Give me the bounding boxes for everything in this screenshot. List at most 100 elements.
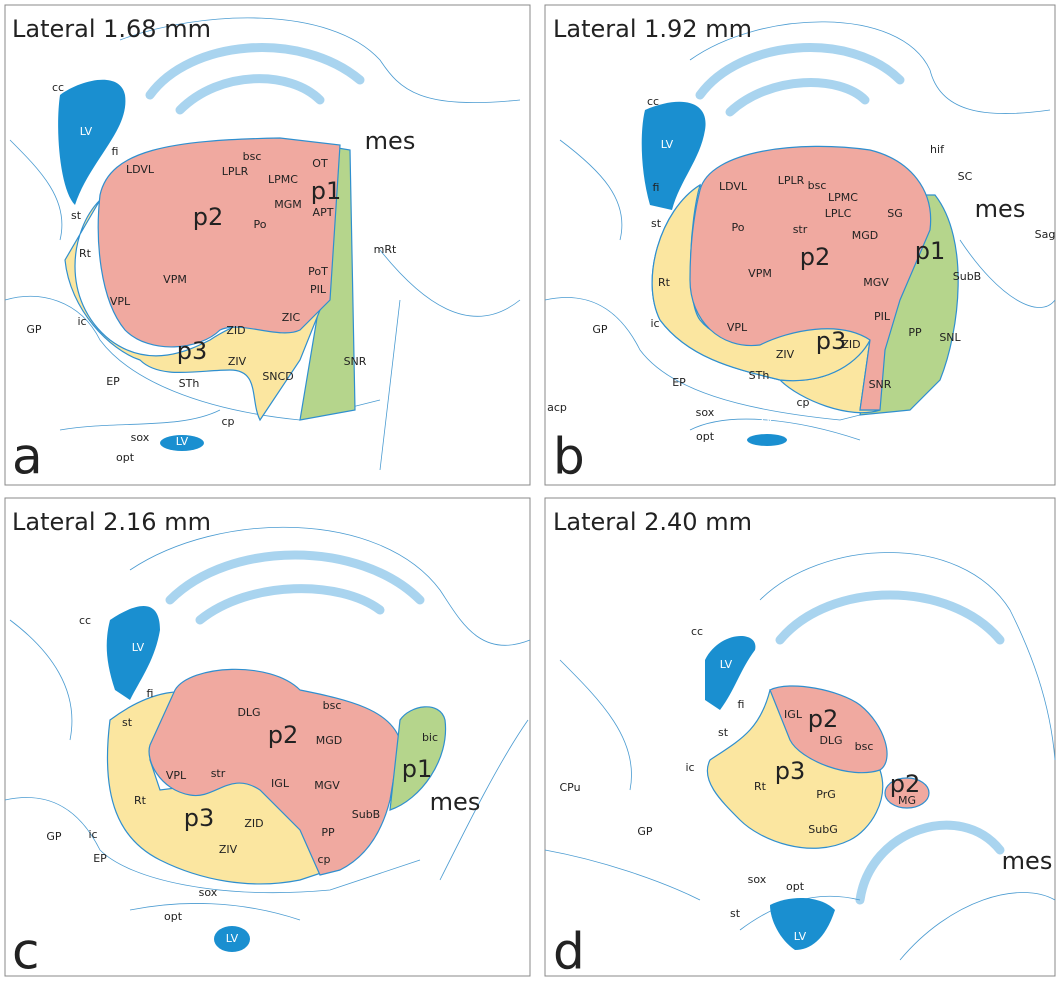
- region-label: PoT: [308, 265, 328, 278]
- region-label: sox: [748, 873, 767, 886]
- region-label: p2: [808, 705, 839, 733]
- atlas-figure: Lateral 1.68 mm Lateral 1.92 mm Lateral …: [0, 0, 1058, 981]
- region-label: bsc: [808, 179, 827, 192]
- region-label: ZIV: [228, 355, 247, 368]
- region-label: st: [730, 907, 741, 920]
- region-label: str: [793, 223, 808, 236]
- region-label: SG: [887, 207, 903, 220]
- region-label: opt: [786, 880, 805, 893]
- region-label: ic: [685, 761, 694, 774]
- region-label: VPL: [166, 769, 187, 782]
- region-label: opt: [116, 451, 135, 464]
- region-label: VPL: [110, 295, 131, 308]
- region-label: mRt: [374, 243, 397, 256]
- region-label: LPMC: [828, 191, 858, 204]
- region-label: LPLR: [778, 174, 805, 187]
- region-label: sox: [199, 886, 218, 899]
- region-label: opt: [164, 910, 183, 923]
- region-label: cp: [221, 415, 234, 428]
- region-label: fi: [147, 687, 154, 700]
- region-label: CPu: [559, 781, 580, 794]
- region-label: MGM: [274, 198, 302, 211]
- region-label: MGD: [852, 229, 879, 242]
- region-label: Po: [254, 218, 267, 231]
- region-label: GP: [637, 825, 653, 838]
- region-label: MG: [898, 794, 916, 807]
- region-label: VPM: [748, 267, 772, 280]
- region-label: ZIV: [776, 348, 795, 361]
- region-label: sox: [131, 431, 150, 444]
- region-label: fi: [738, 698, 745, 711]
- region-label: SubB: [953, 270, 981, 283]
- region-label: SNCD: [262, 370, 293, 383]
- region-shape: [747, 434, 787, 446]
- region-label: fi: [112, 145, 119, 158]
- region-label: PIL: [874, 310, 891, 323]
- region-label: SC: [958, 170, 973, 183]
- region-label: LV: [80, 125, 93, 138]
- region-label: cc: [52, 81, 64, 94]
- panel-letter: d: [553, 923, 585, 981]
- region-label: LV: [794, 930, 807, 943]
- region-label: SNR: [344, 355, 367, 368]
- region-label: Po: [732, 221, 745, 234]
- panel-letter: b: [553, 428, 585, 486]
- region-label: LPLR: [222, 165, 249, 178]
- region-label: EP: [672, 376, 686, 389]
- region-label: mes: [365, 127, 416, 155]
- panel-letter: c: [12, 923, 40, 981]
- region-label: MGV: [863, 276, 889, 289]
- region-label: p2: [800, 243, 831, 271]
- region-label: LV: [720, 658, 733, 671]
- region-label: st: [122, 716, 133, 729]
- region-label: ic: [88, 828, 97, 841]
- region-label: VPL: [727, 321, 748, 334]
- region-label: ZID: [244, 817, 263, 830]
- region-label: sox: [696, 406, 715, 419]
- region-label: hif: [930, 143, 945, 156]
- region-label: acp: [547, 401, 567, 414]
- region-label: LV: [661, 138, 674, 151]
- region-label: p1: [915, 237, 946, 265]
- panel-letter: a: [12, 428, 43, 486]
- region-label: p3: [177, 337, 208, 365]
- region-label: SNL: [939, 331, 961, 344]
- panel-title: Lateral 2.40 mm: [553, 508, 752, 536]
- region-label: bsc: [243, 150, 262, 163]
- region-label: st: [718, 726, 729, 739]
- region-label: p1: [402, 755, 433, 783]
- panel-title: Lateral 1.92 mm: [553, 15, 752, 43]
- region-label: VPM: [163, 273, 187, 286]
- region-label: MGD: [316, 734, 343, 747]
- region-label: Sag: [1035, 228, 1056, 241]
- region-label: PIL: [310, 283, 327, 296]
- region-label: APT: [313, 206, 334, 219]
- region-label: EP: [93, 852, 107, 865]
- region-label: str: [211, 767, 226, 780]
- region-label: ZIC: [282, 311, 301, 324]
- region-label: LV: [761, 413, 774, 426]
- region-label: DLG: [237, 706, 260, 719]
- region-label: opt: [696, 430, 715, 443]
- region-label: fi: [653, 181, 660, 194]
- region-label: LV: [132, 641, 145, 654]
- region-label: p3: [775, 757, 806, 785]
- region-label: PP: [321, 826, 335, 839]
- region-label: LPLC: [825, 207, 852, 220]
- region-label: Rt: [79, 247, 92, 260]
- region-label: cp: [317, 853, 330, 866]
- region-label: ZID: [841, 338, 860, 351]
- region-label: bic: [422, 731, 438, 744]
- region-label: ZID: [226, 324, 245, 337]
- region-label: p2: [268, 721, 299, 749]
- region-label: EP: [106, 375, 120, 388]
- region-label: p2: [193, 203, 224, 231]
- region-label: LDVL: [126, 163, 155, 176]
- region-label: IGL: [271, 777, 290, 790]
- region-label: Rt: [134, 794, 147, 807]
- region-label: mes: [1002, 847, 1053, 875]
- region-label: cc: [647, 95, 659, 108]
- region-label: STh: [749, 369, 770, 382]
- region-label: DLG: [819, 734, 842, 747]
- region-label: mes: [430, 788, 481, 816]
